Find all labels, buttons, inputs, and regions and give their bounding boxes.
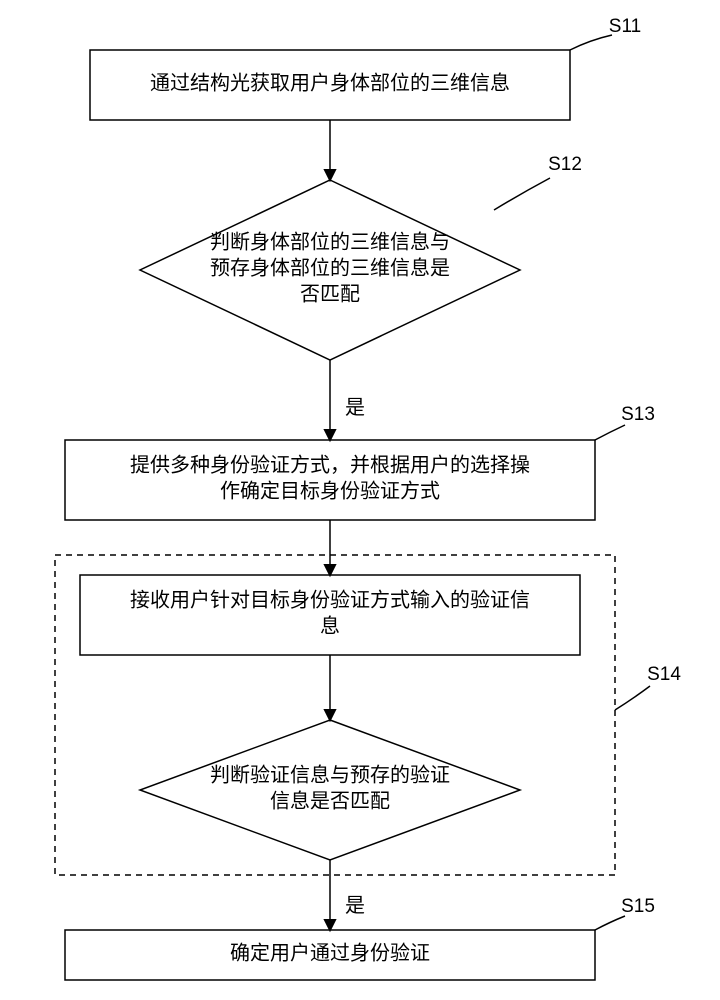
step-label-s12: S12 [548, 154, 582, 175]
step-label-s15: S15 [621, 896, 655, 917]
callout-s14-curve [615, 686, 650, 710]
step-label-s13: S13 [621, 404, 655, 425]
node-n13-text-line-0: 提供多种身份验证方式，并根据用户的选择操 [130, 454, 530, 477]
node-n14a: 接收用户针对目标身份验证方式输入的验证信息 [80, 575, 580, 655]
callout-s15-curve [595, 916, 625, 930]
node-n12: 判断身体部位的三维信息与预存身体部位的三维信息是否匹配 [140, 180, 520, 360]
node-n12-text-line-1: 预存身体部位的三维信息是 [210, 257, 450, 280]
node-n15-text-line-0: 确定用户通过身份验证 [230, 942, 430, 965]
node-n11: 通过结构光获取用户身体部位的三维信息 [90, 50, 570, 120]
node-n15: 确定用户通过身份验证 [65, 930, 595, 980]
edge-4-label: 是 [345, 895, 365, 917]
node-n13: 提供多种身份验证方式，并根据用户的选择操作确定目标身份验证方式 [65, 440, 595, 520]
node-n12-text-line-2: 否匹配 [300, 284, 360, 306]
node-n11-text-line-0: 通过结构光获取用户身体部位的三维信息 [150, 72, 510, 95]
flowchart: 通过结构光获取用户身体部位的三维信息判断身体部位的三维信息与预存身体部位的三维信… [0, 0, 720, 1000]
node-n14a-text-line-0: 接收用户针对目标身份验证方式输入的验证信 [130, 589, 530, 612]
node-n14b-text-line-0: 判断验证信息与预存的验证 [210, 764, 450, 787]
edge-1-label: 是 [345, 397, 365, 419]
node-n12-text-line-0: 判断身体部位的三维信息与 [210, 231, 450, 254]
node-n14a-text-line-1: 息 [320, 615, 340, 638]
step-label-s14: S14 [647, 664, 681, 685]
node-n13-text-line-1: 作确定目标身份验证方式 [220, 480, 440, 503]
callout-s11-curve [570, 35, 612, 50]
callout-s13-curve [595, 425, 625, 440]
node-n14b: 判断验证信息与预存的验证信息是否匹配 [140, 720, 520, 860]
callout-s12-curve [494, 178, 550, 210]
node-n14b-text-line-1: 信息是否匹配 [270, 790, 390, 813]
step-label-s11: S11 [609, 16, 641, 37]
